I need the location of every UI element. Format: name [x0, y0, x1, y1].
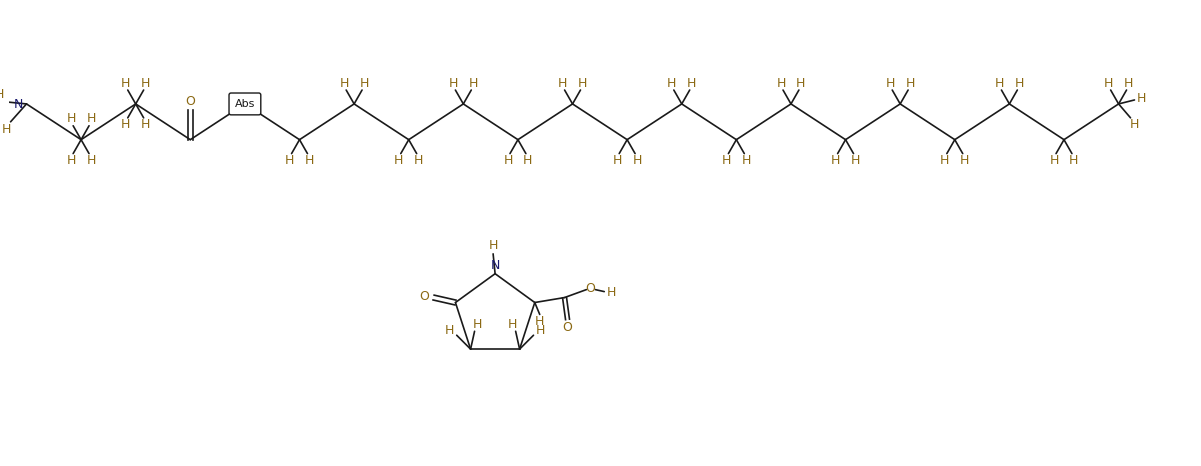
Text: H: H	[1050, 154, 1059, 167]
Text: O: O	[185, 96, 196, 109]
Text: H: H	[578, 76, 587, 89]
Text: H: H	[285, 154, 294, 167]
Text: H: H	[121, 118, 131, 131]
Text: H: H	[86, 112, 96, 125]
Text: H: H	[633, 154, 641, 167]
Text: H: H	[66, 112, 76, 125]
Text: H: H	[1130, 118, 1140, 131]
Text: H: H	[776, 76, 785, 89]
Text: H: H	[850, 154, 860, 167]
Text: H: H	[473, 318, 483, 331]
Text: H: H	[741, 154, 751, 167]
Text: H: H	[906, 76, 915, 89]
Text: H: H	[613, 154, 622, 167]
Text: H: H	[141, 118, 150, 131]
Text: O: O	[585, 282, 596, 295]
Text: H: H	[468, 76, 478, 89]
Text: H: H	[305, 154, 315, 167]
Text: H: H	[940, 154, 950, 167]
Text: H: H	[1104, 76, 1113, 89]
Text: H: H	[687, 76, 697, 89]
Text: O: O	[419, 290, 430, 303]
Text: H: H	[1136, 92, 1146, 105]
Text: H: H	[536, 324, 545, 337]
Text: H: H	[524, 154, 532, 167]
FancyBboxPatch shape	[229, 93, 261, 115]
Text: H: H	[667, 76, 676, 89]
Text: H: H	[394, 154, 404, 167]
Text: N: N	[490, 259, 500, 272]
Text: H: H	[722, 154, 731, 167]
Text: H: H	[446, 324, 454, 337]
Text: H: H	[885, 76, 895, 89]
Text: H: H	[340, 76, 348, 89]
Text: H: H	[66, 154, 76, 167]
Text: H: H	[558, 76, 567, 89]
Text: H: H	[86, 154, 96, 167]
Text: H: H	[121, 76, 131, 89]
Text: H: H	[503, 154, 513, 167]
Text: H: H	[960, 154, 969, 167]
Text: H: H	[1124, 76, 1134, 89]
Text: H: H	[141, 76, 150, 89]
Text: O: O	[562, 321, 573, 334]
Text: Abs: Abs	[234, 99, 255, 109]
Text: H: H	[534, 315, 544, 328]
Text: H: H	[489, 240, 497, 253]
Text: H: H	[1015, 76, 1024, 89]
Text: H: H	[359, 76, 369, 89]
Text: H: H	[831, 154, 841, 167]
Text: H: H	[607, 286, 616, 299]
Text: H: H	[449, 76, 458, 89]
Text: H: H	[508, 318, 518, 331]
Text: H: H	[2, 123, 11, 136]
Text: H: H	[1069, 154, 1078, 167]
Text: H: H	[796, 76, 806, 89]
Text: H: H	[0, 89, 5, 102]
Text: N: N	[14, 98, 23, 111]
Text: H: H	[414, 154, 423, 167]
Text: H: H	[994, 76, 1004, 89]
